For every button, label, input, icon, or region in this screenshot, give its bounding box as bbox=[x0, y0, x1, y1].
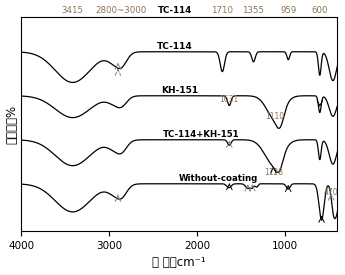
X-axis label: 波 数，cm⁻¹: 波 数，cm⁻¹ bbox=[152, 257, 206, 269]
Text: 2800~3000: 2800~3000 bbox=[95, 6, 146, 15]
Text: TC-114+KH-151: TC-114+KH-151 bbox=[163, 130, 239, 139]
Text: 1110: 1110 bbox=[265, 112, 285, 121]
Text: 600: 600 bbox=[312, 6, 328, 15]
Text: 1355: 1355 bbox=[243, 6, 265, 15]
Text: KH-151: KH-151 bbox=[161, 86, 198, 95]
Text: 1128: 1128 bbox=[264, 168, 283, 177]
Text: Without-coating: Without-coating bbox=[179, 174, 258, 183]
Y-axis label: 透光率，%: 透光率，% bbox=[6, 104, 19, 144]
Text: 3415: 3415 bbox=[62, 6, 84, 15]
Text: 1631: 1631 bbox=[220, 95, 239, 104]
Text: TC-114: TC-114 bbox=[158, 6, 192, 15]
Text: 959: 959 bbox=[280, 6, 296, 15]
Text: TC-114: TC-114 bbox=[157, 42, 193, 51]
Text: 470: 470 bbox=[324, 188, 338, 197]
Text: 1710: 1710 bbox=[211, 6, 233, 15]
